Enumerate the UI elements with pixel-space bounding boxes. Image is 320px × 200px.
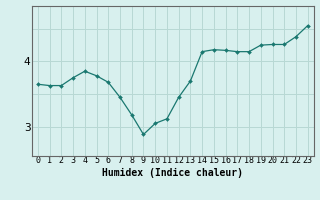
X-axis label: Humidex (Indice chaleur): Humidex (Indice chaleur) <box>102 168 243 178</box>
